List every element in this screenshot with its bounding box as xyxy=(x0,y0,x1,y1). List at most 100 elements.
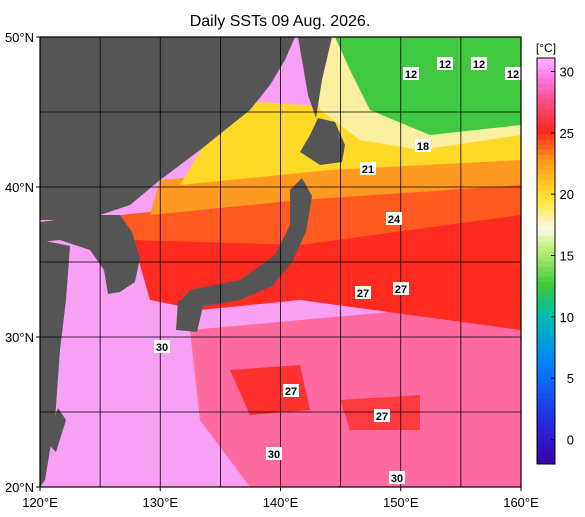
colorbar-step xyxy=(537,266,555,272)
colorbar-step xyxy=(537,271,555,277)
contour-label: 30 xyxy=(156,342,168,354)
contour-label: 27 xyxy=(285,386,297,398)
contour-label: 30 xyxy=(391,473,403,485)
land xyxy=(40,215,140,294)
colorbar-step xyxy=(537,73,555,79)
colorbar-step xyxy=(537,225,555,232)
colorbar-step xyxy=(537,281,555,287)
colorbar-step xyxy=(537,235,555,242)
colorbar-step xyxy=(537,291,555,298)
land xyxy=(300,118,345,165)
contour-label-box xyxy=(154,340,170,353)
graticule xyxy=(40,37,521,487)
colorbar-step xyxy=(537,205,555,211)
colorbar-step xyxy=(537,103,555,110)
sea-band xyxy=(190,300,521,487)
colorbar-step xyxy=(537,311,555,318)
colorbar-frame xyxy=(536,57,556,465)
colorbar-step xyxy=(537,174,555,181)
axes: 120°E 130°E 140°E 150°E 160°E 20°N 30°N 40°N 50°… xyxy=(5,30,539,510)
lat-tick-label: 40°N xyxy=(5,180,34,195)
contour-label-box xyxy=(360,162,376,175)
colorbar-step xyxy=(537,210,555,216)
lon-tick-label: 160°E xyxy=(503,495,539,510)
contour-label-box xyxy=(283,384,299,397)
contour-label-box xyxy=(403,67,419,80)
colorbar-step xyxy=(537,245,555,252)
land xyxy=(176,300,203,332)
contour-label: 12 xyxy=(405,69,417,81)
contour-label-box xyxy=(386,212,402,225)
colorbar-step xyxy=(537,63,555,69)
colorbar-step xyxy=(537,88,555,95)
colorbar-step xyxy=(537,149,555,155)
colorbar-tick-label: 20 xyxy=(560,187,574,202)
colorbar-tick-label: 10 xyxy=(560,310,574,325)
colorbar-step xyxy=(537,428,555,435)
colorbar-step xyxy=(537,250,555,257)
colorbar-step xyxy=(537,98,555,105)
colorbar-step xyxy=(537,326,555,333)
contour-labels: 12 12 12 12 18 21 24 27 27 30 27 27 30 30 xyxy=(154,57,521,485)
colorbar-step xyxy=(537,352,555,358)
contour-label: 21 xyxy=(362,164,374,176)
lat-tick-label: 20°N xyxy=(5,480,34,495)
colorbar-step xyxy=(537,144,555,150)
contour-label: 27 xyxy=(376,411,388,423)
colorbar-step xyxy=(537,316,555,323)
colorbar-step xyxy=(537,113,555,120)
lon-tick-label: 140°E xyxy=(263,495,299,510)
colorbar-step xyxy=(537,398,555,404)
colorbar-step xyxy=(537,108,555,115)
colorbar-step xyxy=(537,453,555,460)
colorbar-step xyxy=(537,154,555,160)
colorbar-step xyxy=(537,342,555,348)
colorbar-step xyxy=(537,321,555,328)
colorbar-tick-label: 25 xyxy=(560,126,574,141)
land xyxy=(46,408,66,452)
colorbar-step xyxy=(537,68,555,74)
contour-label-box xyxy=(374,409,390,422)
colorbar-step xyxy=(537,301,555,308)
contour-label-box xyxy=(437,57,453,70)
sea-band xyxy=(230,365,310,415)
contour-label-box xyxy=(266,447,282,460)
colorbar-tick-label: 0 xyxy=(567,432,574,447)
colorbar-step xyxy=(537,220,555,226)
lat-tick-label: 30°N xyxy=(5,330,34,345)
colorbar-step xyxy=(537,423,555,429)
colorbar-step xyxy=(537,139,555,145)
colorbar-step xyxy=(537,240,555,247)
colorbar-step xyxy=(537,261,555,267)
sea-band xyxy=(150,150,521,215)
colorbar-step xyxy=(537,387,555,394)
colorbar-step xyxy=(537,286,555,292)
colorbar-step xyxy=(537,382,555,389)
colorbar-step xyxy=(537,118,555,125)
colorbar-step xyxy=(537,332,555,338)
colorbar-step xyxy=(537,200,555,206)
colorbar-step xyxy=(537,255,555,262)
contour-label-box xyxy=(355,286,371,299)
colorbar-step xyxy=(537,458,555,465)
lon-tick-label: 130°E xyxy=(142,495,178,510)
colorbar-step xyxy=(537,184,555,191)
map-area: 12 12 12 12 18 21 24 27 27 30 27 27 30 30 xyxy=(40,37,521,487)
contour-label-box xyxy=(471,57,487,70)
colorbar-tick-label: 30 xyxy=(560,64,574,79)
colorbar-step xyxy=(537,306,555,313)
colorbar-step xyxy=(537,347,555,353)
land xyxy=(180,178,312,306)
contour-label: 12 xyxy=(473,59,485,71)
contour-label: 12 xyxy=(439,59,451,71)
land xyxy=(40,240,70,487)
colorbar-step xyxy=(537,58,555,64)
colorbar-step xyxy=(537,78,555,84)
contour-label: 12 xyxy=(507,69,519,81)
colorbar-step xyxy=(537,164,555,171)
colorbar-step xyxy=(537,134,555,140)
colorbar-step xyxy=(537,403,555,409)
colorbar-step xyxy=(537,123,555,130)
colorbar-step xyxy=(537,448,555,455)
